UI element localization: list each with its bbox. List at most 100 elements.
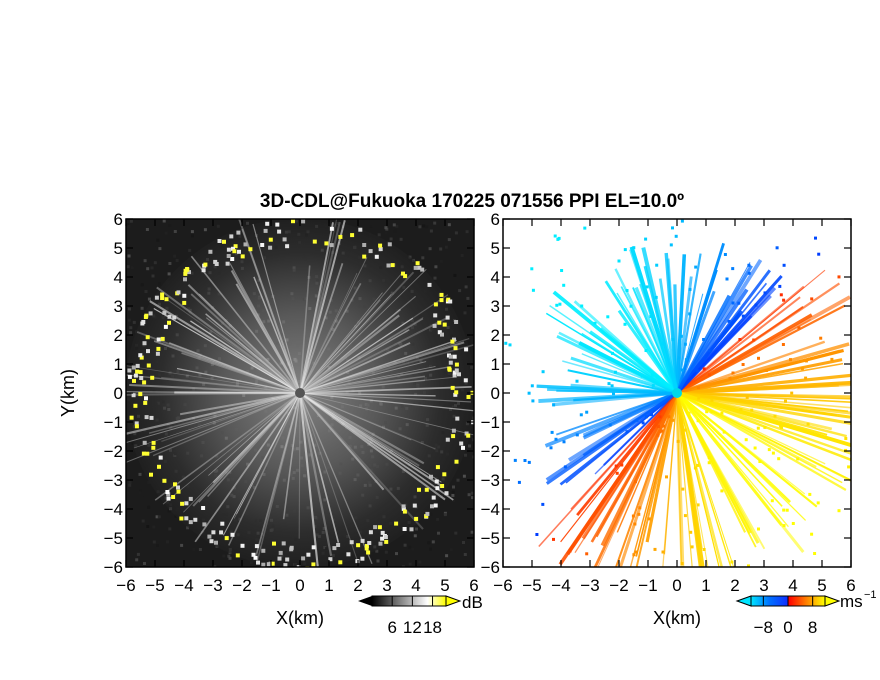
ring-echo-cell <box>402 527 407 531</box>
noise-cell <box>158 247 162 251</box>
velocity-ray <box>675 264 753 394</box>
noise-cell <box>471 496 474 500</box>
y-tick-label: −3 <box>481 471 500 490</box>
reflectivity-ray <box>162 392 301 505</box>
reflectivity-ray <box>299 292 383 394</box>
ring-echo-cell <box>425 511 430 516</box>
velocity-ray <box>582 391 678 438</box>
ring-echo-cell <box>433 313 438 318</box>
velocity-cell <box>817 252 821 256</box>
velocity-cell <box>684 361 688 365</box>
velocity-cell <box>579 413 583 417</box>
ring-echo-cell <box>156 337 161 342</box>
ring-echo-cell <box>409 527 414 532</box>
noise-cell <box>145 228 149 231</box>
ring-echo-cell <box>433 503 438 508</box>
velocity-cell <box>674 234 678 238</box>
velocity-cell <box>623 248 627 252</box>
velocity-cell <box>644 237 648 241</box>
reflectivity-ray <box>212 392 301 484</box>
velocity-cell <box>683 342 687 346</box>
ring-echo-cell <box>466 395 471 399</box>
ring-echo-cell <box>454 459 459 464</box>
velocity-cell <box>625 289 629 292</box>
velocity-cell <box>703 568 706 571</box>
velocity-colorbar-high-arrow <box>824 595 841 607</box>
x-tick-label: −5 <box>522 576 541 595</box>
reflectivity-ray <box>299 392 474 412</box>
noise-cell <box>216 224 220 228</box>
ring-echo-cell <box>452 373 457 378</box>
ring-echo-cell <box>139 355 144 360</box>
ring-echo-cell <box>338 234 343 239</box>
velocity-cell <box>763 425 767 429</box>
velocity-cell <box>671 418 675 422</box>
noise-cell <box>180 543 184 547</box>
velocity-cell <box>658 378 662 381</box>
ring-echo-cell <box>135 363 140 368</box>
ring-echo-cell <box>424 487 429 492</box>
velocity-cell <box>593 321 597 325</box>
velocity-cell <box>629 304 633 308</box>
noise-cell <box>418 225 422 229</box>
velocity-ray <box>603 392 678 466</box>
x-tick-label: 4 <box>411 576 420 595</box>
velocity-cell <box>705 410 709 414</box>
x-tick-label: −1 <box>638 576 657 595</box>
reflectivity-ray <box>299 282 362 394</box>
velocity-cell <box>607 382 611 386</box>
noise-cell <box>411 547 415 551</box>
noise-cell <box>127 318 131 322</box>
y-tick-label: −2 <box>481 442 500 461</box>
noise-cell <box>375 549 379 553</box>
velocity-cell <box>655 263 659 267</box>
reflectivity-ray <box>299 392 412 441</box>
ring-echo-cell <box>127 368 132 373</box>
ring-echo-cell <box>256 560 260 565</box>
ring-echo-cell <box>217 239 222 243</box>
noise-cell <box>141 519 145 523</box>
velocity-cell <box>681 487 685 491</box>
noise-cell <box>376 559 380 563</box>
noise-cell <box>167 509 171 513</box>
velocity-cell <box>513 458 517 462</box>
reflectivity-ray <box>299 392 425 465</box>
ring-echo-cell <box>187 270 191 275</box>
noise-cell <box>393 229 397 233</box>
ring-echo-cell <box>214 262 219 266</box>
velocity-cell <box>695 369 699 373</box>
velocity-cell <box>739 408 743 411</box>
reflectivity-ray <box>126 391 301 435</box>
noise-cell <box>449 548 453 552</box>
noise-cell <box>150 266 154 270</box>
velocity-cell <box>508 343 512 347</box>
ring-echo-cell <box>401 504 406 509</box>
ring-echo-cell <box>362 243 367 247</box>
velocity-cell <box>764 369 768 372</box>
ring-echo-cell <box>208 249 213 254</box>
velocity-cell <box>523 459 527 462</box>
velocity-cell <box>671 338 675 341</box>
noise-cell <box>126 265 130 269</box>
reflectivity-colorbar-low-arrow <box>358 596 372 606</box>
noise-cell <box>126 223 130 227</box>
noise-cell <box>203 228 207 232</box>
reflectivity-ray <box>299 375 426 394</box>
ring-echo-cell <box>275 222 280 227</box>
reflectivity-ray <box>174 391 301 395</box>
ring-echo-cell <box>445 437 450 442</box>
ring-echo-cell <box>209 539 214 544</box>
ring-echo-cell <box>289 545 294 550</box>
velocity-ray <box>675 254 687 394</box>
reflectivity-ray <box>192 392 301 507</box>
reflectivity-ray <box>299 317 448 394</box>
ring-echo-cell <box>182 293 187 298</box>
reflectivity-ray <box>255 392 301 555</box>
velocity-cell <box>632 246 636 250</box>
ring-echo-cell <box>367 541 372 545</box>
x-tick-label: 6 <box>469 576 478 595</box>
ring-echo-cell <box>222 239 226 244</box>
reflectivity-ray <box>299 392 385 491</box>
velocity-cell <box>684 358 688 362</box>
